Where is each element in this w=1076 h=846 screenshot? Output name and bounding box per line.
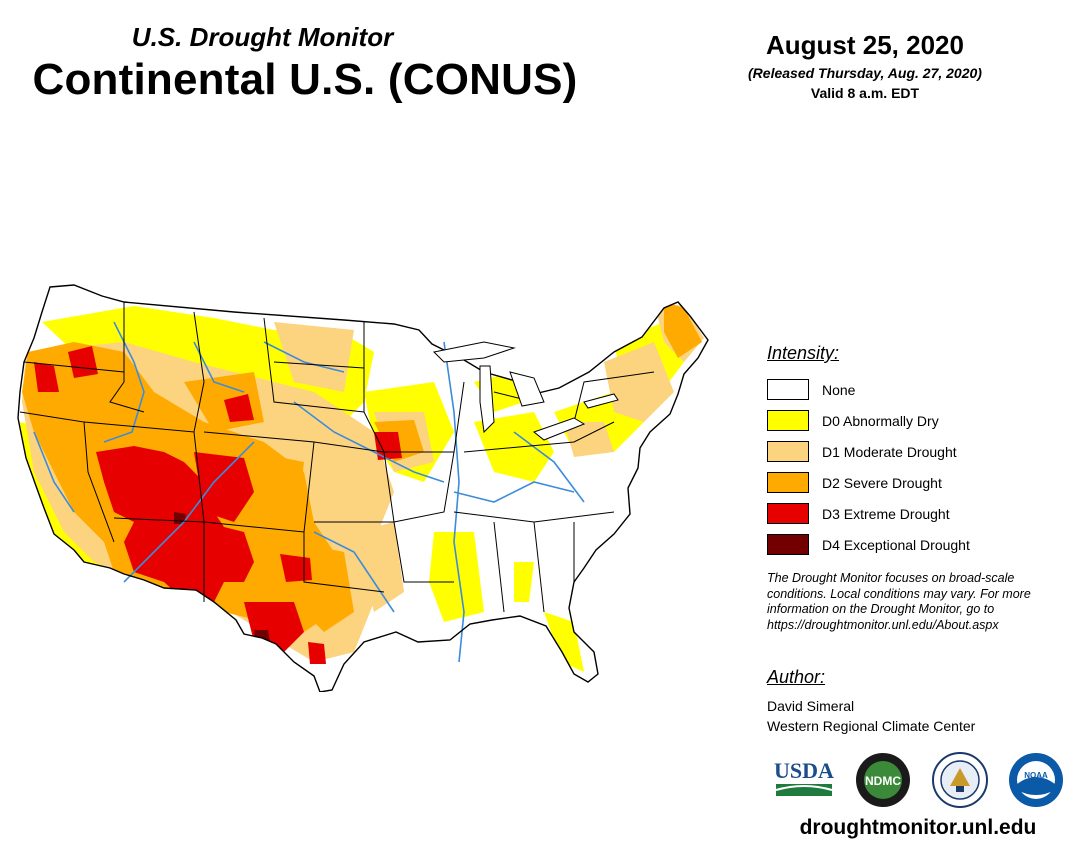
valid-time: Valid 8 a.m. EDT — [810, 85, 920, 101]
legend-item: D4 Exceptional Drought — [767, 529, 1067, 560]
legend: Intensity: None D0 Abnormally Dry D1 Mod… — [767, 343, 1067, 560]
drought-map — [17, 284, 709, 692]
state-boundaries — [19, 302, 655, 613]
ndmc-logo: NDMC — [856, 753, 910, 807]
author-org: Western Regional Climate Center — [767, 718, 976, 734]
legend-swatch — [767, 503, 809, 524]
svg-text:NDMC: NDMC — [865, 774, 901, 788]
legend-swatch — [767, 410, 809, 431]
legend-label: D3 Extreme Drought — [822, 505, 950, 522]
legend-title: Intensity: — [767, 343, 840, 363]
agency-logos: USDA NDMC NOAA — [774, 752, 1063, 808]
map-subtitle: U.S. Drought Monitor — [131, 22, 394, 52]
legend-swatch — [767, 441, 809, 462]
svg-text:USDA: USDA — [774, 758, 834, 783]
legend-swatch — [767, 534, 809, 555]
title-block: U.S. Drought Monitor Continental U.S. (C… — [0, 22, 600, 105]
map-title: Continental U.S. (CONUS) — [32, 55, 578, 104]
svg-text:NOAA: NOAA — [1024, 771, 1048, 780]
map-date: August 25, 2020 — [766, 30, 964, 60]
legend-item: D3 Extreme Drought — [767, 498, 1067, 529]
legend-label: D2 Severe Drought — [822, 474, 942, 491]
legend-item: D2 Severe Drought — [767, 467, 1067, 498]
legend-swatch — [767, 472, 809, 493]
release-date: (Released Thursday, Aug. 27, 2020) — [748, 65, 982, 81]
drought-areas — [18, 302, 704, 672]
legend-item: None — [767, 374, 1067, 405]
noaa-logo: NOAA — [1009, 753, 1063, 807]
great-lakes — [432, 341, 619, 441]
author-title: Author: — [767, 667, 826, 687]
legend-label: None — [822, 381, 856, 398]
usda-logo: USDA — [774, 758, 834, 796]
website-url: droughtmonitor.unl.edu — [799, 816, 1037, 839]
legend-swatch — [767, 379, 809, 400]
legend-item: D0 Abnormally Dry — [767, 405, 1067, 436]
commerce-seal-logo — [932, 752, 988, 808]
legend-label: D1 Moderate Drought — [822, 443, 957, 460]
legend-label: D0 Abnormally Dry — [822, 412, 939, 429]
date-block: August 25, 2020 (Released Thursday, Aug.… — [700, 30, 1030, 101]
legend-item: D1 Moderate Drought — [767, 436, 1067, 467]
info-note: The Drought Monitor focuses on broad-sca… — [767, 571, 1031, 632]
legend-label: D4 Exceptional Drought — [822, 536, 970, 553]
author-name: David Simeral — [767, 698, 855, 714]
